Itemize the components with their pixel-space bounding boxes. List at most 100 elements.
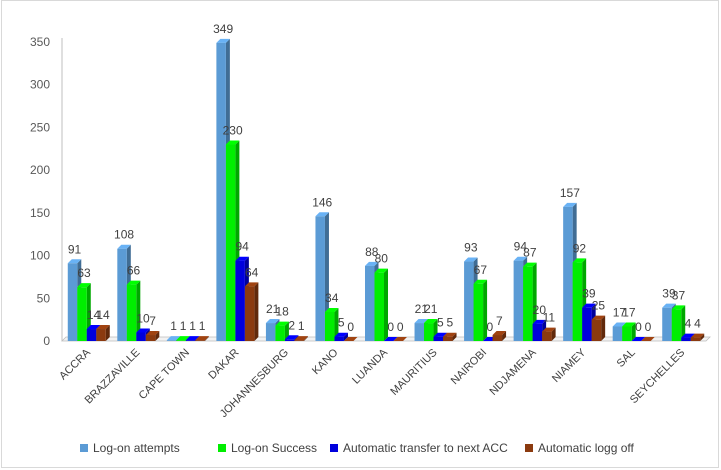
bar-top xyxy=(324,307,339,312)
bar-top xyxy=(464,257,478,262)
bar xyxy=(265,323,276,341)
bar xyxy=(542,331,552,341)
data-label: 0 xyxy=(347,320,354,334)
data-label: 87 xyxy=(523,246,537,260)
bar-top xyxy=(671,305,686,310)
data-label: 17 xyxy=(613,305,627,319)
bar-side xyxy=(204,336,209,341)
x-category-label: MAURITIUS xyxy=(388,347,439,398)
y-tick-label: 100 xyxy=(30,249,50,263)
bar xyxy=(166,340,177,341)
bar-side xyxy=(334,307,339,341)
bar xyxy=(591,319,602,341)
data-label: 39 xyxy=(582,287,596,301)
data-label: 1 xyxy=(189,319,196,333)
x-category-label: CAPE TOWN xyxy=(137,347,192,402)
bar-side xyxy=(681,305,686,341)
bar-top xyxy=(532,319,547,324)
bar xyxy=(176,340,186,341)
data-label: 91 xyxy=(68,242,82,256)
y-tick-label: 350 xyxy=(30,35,50,49)
bar-side xyxy=(254,282,259,341)
bar xyxy=(195,340,205,341)
legend-swatch xyxy=(525,444,533,452)
bar-side xyxy=(483,279,488,341)
bar-side xyxy=(155,331,160,341)
data-label: 157 xyxy=(560,186,580,200)
bar xyxy=(86,329,97,341)
bar-top xyxy=(284,335,299,340)
bar-top xyxy=(612,322,627,327)
bar-side xyxy=(136,280,141,341)
bar-top xyxy=(542,327,556,332)
data-label: 10 xyxy=(136,311,150,325)
bar xyxy=(117,248,127,341)
bar xyxy=(572,262,583,341)
bar xyxy=(532,323,543,341)
x-category-label: SAL xyxy=(615,347,638,370)
bar-top xyxy=(294,336,308,341)
bar-top xyxy=(591,315,606,320)
bar-top xyxy=(393,337,407,341)
bar xyxy=(622,326,632,341)
data-label: 0 xyxy=(645,320,652,334)
bar xyxy=(77,287,87,341)
data-label: 1 xyxy=(298,319,305,333)
data-label: 25 xyxy=(592,299,606,313)
data-label: 5 xyxy=(338,316,345,330)
data-label: 0 xyxy=(635,320,642,334)
data-label: 17 xyxy=(622,305,636,319)
y-tick-label: 150 xyxy=(30,206,50,220)
bar xyxy=(235,260,245,341)
bar-top xyxy=(244,282,259,287)
bar-top xyxy=(384,337,398,341)
bar-top xyxy=(225,140,240,145)
bar-top xyxy=(166,336,181,341)
data-label: 1 xyxy=(180,319,187,333)
legend-label: Log-on attempts xyxy=(93,441,180,455)
bar-top xyxy=(77,283,91,288)
x-category-label: ACCRA xyxy=(57,346,93,382)
bar-top xyxy=(334,332,348,337)
bar xyxy=(275,325,285,341)
bar-top xyxy=(343,337,358,341)
bar xyxy=(334,336,344,341)
bar xyxy=(244,286,255,341)
bar-top xyxy=(433,332,448,337)
bar-top xyxy=(443,332,457,337)
bar-side xyxy=(551,327,556,341)
data-label: 0 xyxy=(397,320,404,334)
data-label: 14 xyxy=(87,308,101,322)
data-label: 92 xyxy=(573,241,587,255)
bar-top xyxy=(631,337,646,341)
bar xyxy=(662,307,672,341)
data-label: 21 xyxy=(415,302,429,316)
data-label: 1 xyxy=(199,319,206,333)
legend-label: Automatic logg off xyxy=(538,441,635,455)
bar-top xyxy=(315,212,329,217)
bar-top xyxy=(365,261,379,266)
bar xyxy=(563,206,573,341)
bar-side xyxy=(452,332,457,341)
x-category-label: NAIROBI xyxy=(449,347,489,387)
bar-top xyxy=(67,259,82,264)
bar xyxy=(185,340,196,341)
data-label: 146 xyxy=(312,195,332,209)
legend-label: Log-on Success xyxy=(231,441,317,455)
bar xyxy=(681,337,691,341)
data-label: 80 xyxy=(375,252,389,266)
data-label: 1 xyxy=(170,319,177,333)
bar-top xyxy=(681,333,695,338)
data-label: 66 xyxy=(127,264,141,278)
bar xyxy=(582,307,592,341)
bar-side xyxy=(284,321,289,341)
data-label: 7 xyxy=(149,314,156,328)
bar xyxy=(443,336,453,341)
data-label: 349 xyxy=(213,22,233,36)
bar xyxy=(424,323,434,341)
y-tick-label: 50 xyxy=(37,291,51,305)
bar-top xyxy=(563,202,577,207)
bar-side xyxy=(700,333,705,341)
bar xyxy=(365,265,375,341)
